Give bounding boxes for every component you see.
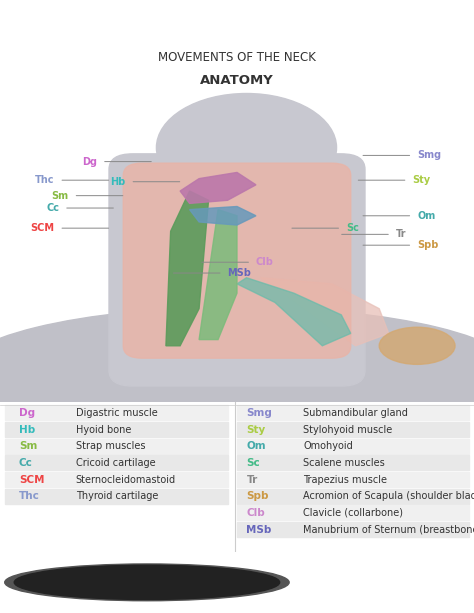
Text: MSb: MSb [228,268,251,278]
Text: Tr: Tr [396,229,406,239]
Bar [5,489,228,504]
Circle shape [5,564,289,601]
Text: Digastric muscle: Digastric muscle [76,408,157,418]
Polygon shape [237,278,351,346]
Polygon shape [261,278,389,346]
Bar [5,422,228,437]
Text: Cricoid cartilage: Cricoid cartilage [76,458,155,468]
Bar [5,472,228,487]
Text: Tr: Tr [246,474,258,485]
Text: Om: Om [417,211,436,221]
Text: Smg: Smg [417,150,441,161]
Text: Hb: Hb [19,425,35,435]
Bar [237,405,469,421]
Bar [237,422,469,437]
Polygon shape [166,191,209,346]
Text: Hyoid bone: Hyoid bone [76,425,131,435]
Text: Thc: Thc [19,491,40,501]
Bar [5,405,228,421]
FancyBboxPatch shape [123,163,351,358]
Polygon shape [180,172,256,204]
Text: Sc: Sc [246,458,260,468]
Text: Spb: Spb [417,240,438,250]
Polygon shape [199,210,237,340]
Text: Scalene muscles: Scalene muscles [303,458,385,468]
Text: ANATOMY•FOR
SCULPTORS: ANATOMY•FOR SCULPTORS [199,12,275,31]
Text: Hb: Hb [110,177,126,187]
Bar [5,439,228,454]
Text: Stylohyoid muscle: Stylohyoid muscle [303,425,392,435]
Text: MOVEMENTS OF THE NECK: MOVEMENTS OF THE NECK [158,51,316,64]
Text: Sty: Sty [246,425,266,435]
Text: Cc: Cc [19,458,33,468]
Text: Spb: Spb [246,491,269,501]
Text: Trapezius muscle: Trapezius muscle [303,474,387,485]
Text: Dg: Dg [19,408,35,418]
Ellipse shape [0,307,474,446]
Bar [237,506,469,520]
Text: Sm: Sm [19,441,37,451]
Ellipse shape [379,327,455,364]
Circle shape [14,565,280,600]
FancyBboxPatch shape [109,154,365,386]
Text: SCM: SCM [30,223,55,233]
Text: Strap muscles: Strap muscles [76,441,146,451]
Text: Clavicle (collarbone): Clavicle (collarbone) [303,508,403,518]
Text: Clb: Clb [256,257,274,267]
Text: Clb: Clb [246,508,265,518]
Polygon shape [190,207,256,225]
Text: Smg: Smg [246,408,273,418]
Text: Cc: Cc [46,203,59,213]
Bar [237,472,469,487]
Bar [237,489,469,504]
Text: Acromion of Scapula (shoulder blade): Acromion of Scapula (shoulder blade) [303,491,474,501]
Text: Dg: Dg [82,156,97,167]
Text: Extension: Extension [38,576,107,589]
Text: Sm: Sm [52,191,69,200]
Bar [237,439,469,454]
Bar [5,455,228,470]
Bar [237,522,469,537]
Bar [237,455,469,470]
Ellipse shape [156,94,337,202]
Text: Thyroid cartilage: Thyroid cartilage [76,491,158,501]
Text: Manubrium of Sternum (breastbone): Manubrium of Sternum (breastbone) [303,525,474,535]
Text: Om: Om [246,441,266,451]
Text: Sty: Sty [412,175,430,185]
Text: MSb: MSb [246,525,272,535]
Text: Submandibular gland: Submandibular gland [303,408,408,418]
Text: Sternocleidomastoid: Sternocleidomastoid [76,474,176,485]
Text: Omohyoid: Omohyoid [303,441,353,451]
Text: ANATOMY: ANATOMY [200,74,274,87]
Text: SCM: SCM [19,474,45,485]
Text: Sc: Sc [346,223,359,233]
Text: Thc: Thc [35,175,55,185]
